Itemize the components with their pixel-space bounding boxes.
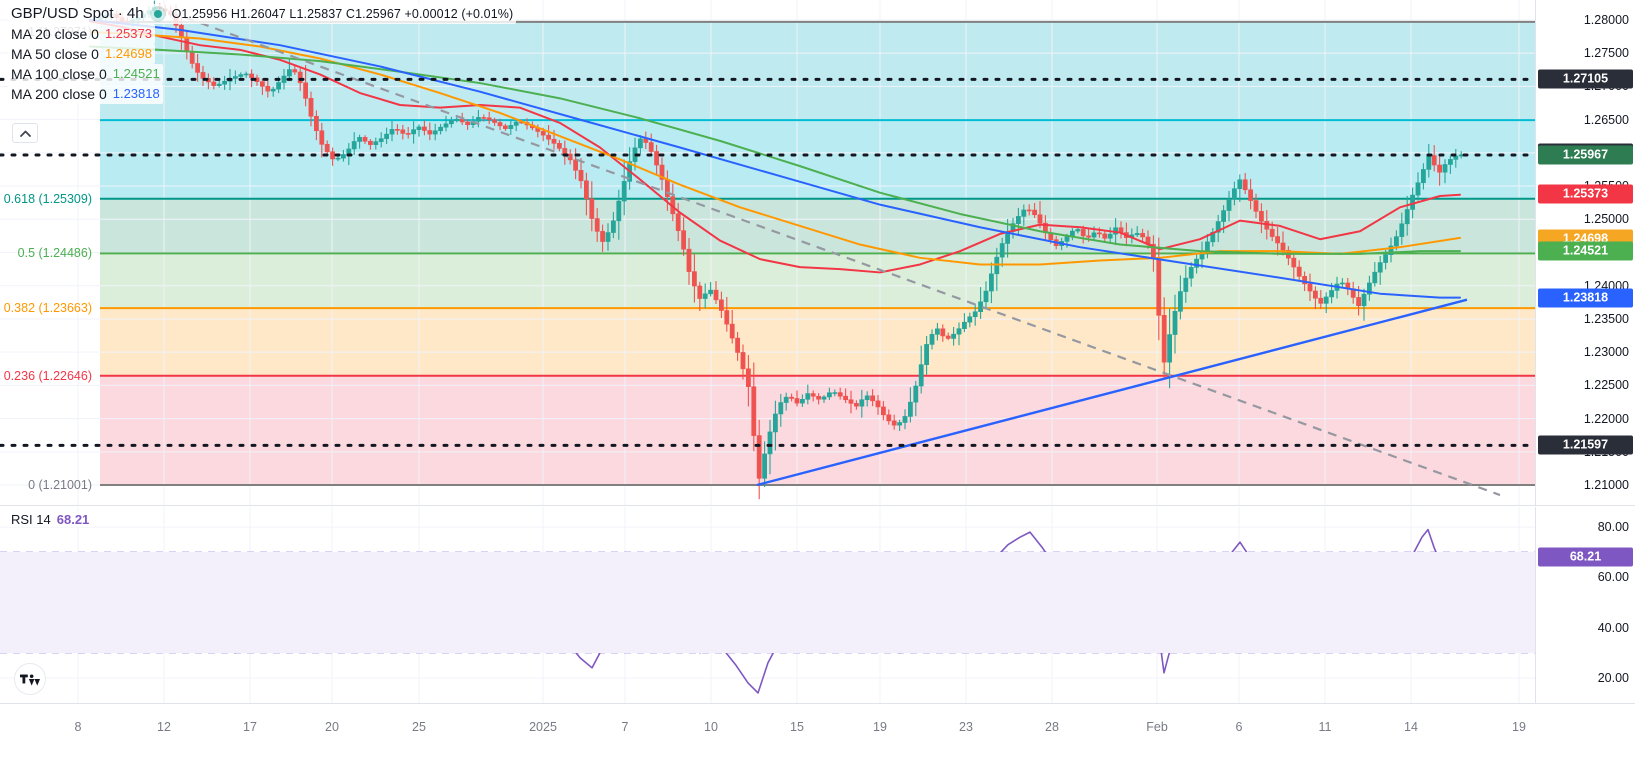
fib-label-0.5: 0.5 (1.24486) [17, 246, 92, 261]
rsi-axis-tick: 80.00 [1597, 520, 1629, 535]
ma-20-value: 1.25373 [104, 26, 152, 41]
tradingview-logo-icon [20, 674, 40, 686]
time-axis-label: 2025 [529, 720, 557, 734]
pane-divider [0, 505, 1635, 506]
rsi-pane[interactable]: RSI 14 68.21 [0, 507, 1535, 703]
collapse-legend-button[interactable] [12, 123, 38, 143]
ma-50-label: MA 50 close 0 [11, 46, 99, 62]
fib-label-0.618: 0.618 (1.25309) [3, 191, 92, 206]
tradingview-logo[interactable] [14, 663, 46, 695]
rsi-legend-value: 68.21 [56, 512, 90, 527]
series-ma-200 [89, 18, 1461, 299]
time-axis-label: 15 [790, 720, 804, 734]
ma20-tag[interactable]: 1.25373 [1538, 184, 1633, 204]
series-ma-20 [89, 20, 1461, 274]
legend-ma-20[interactable]: MA 20 close 0 1.25373 [8, 24, 155, 44]
price-chart-canvas [0, 0, 1535, 505]
rsi-axis-tick: 20.00 [1597, 670, 1629, 685]
market-open-dot-icon [149, 6, 166, 22]
ma-50-value: 1.24698 [104, 46, 152, 61]
time-axis-label: 7 [621, 720, 629, 734]
rsi-legend: RSI 14 68.21 [8, 512, 93, 527]
time-axis[interactable]: 8 12 17 20 25 2025 7 10 15 19 23 28 Feb 6 11 14 19 [0, 703, 1635, 761]
rsi-axis[interactable]: 80.00 60.00 40.00 20.00 68.21 [1535, 507, 1635, 703]
chart-legend: GBP/USD Spot · 4h O1.25956 H1.26047 L1.2… [8, 4, 517, 104]
support-level-tag[interactable]: 1.21597 [1538, 435, 1633, 455]
trendline-descending-resistance[interactable] [169, 10, 1501, 497]
legend-ma-200[interactable]: MA 200 close 0 1.23818 [8, 84, 163, 104]
time-axis-label: 6 [1235, 720, 1243, 734]
rsi-value-tag[interactable]: 68.21 [1538, 547, 1633, 567]
time-axis-label: 14 [1404, 720, 1418, 734]
fib-label-0.382: 0.382 (1.23663) [3, 301, 92, 316]
legend-ma-50[interactable]: MA 50 close 0 1.24698 [8, 44, 155, 64]
time-axis-label: 19 [1512, 720, 1526, 734]
time-axis-label: 20 [325, 720, 339, 734]
fib-zone-0.236 [100, 308, 1535, 376]
time-axis-label: 19 [873, 720, 887, 734]
price-axis-tick: 1.26500 [1583, 112, 1629, 127]
ma-200-label: MA 200 close 0 [11, 86, 107, 102]
ma-200-value: 1.23818 [112, 86, 160, 101]
price-axis-tick: 1.27500 [1583, 46, 1629, 61]
time-axis-label: 25 [412, 720, 426, 734]
trendline-ascending-support[interactable] [756, 298, 1468, 487]
price-axis-tick: 1.23000 [1583, 345, 1629, 360]
ma200-tag[interactable]: 1.23818 [1538, 288, 1633, 308]
fib-label-0: 0 (1.21001) [28, 477, 92, 492]
time-axis-label: 23 [959, 720, 973, 734]
price-axis[interactable]: 1.280001.275001.270001.265001.260001.255… [1535, 0, 1635, 505]
time-axis-label: Feb [1146, 720, 1168, 734]
rsi-overbought-oversold-band [0, 552, 1535, 653]
time-axis-label: 11 [1318, 720, 1332, 734]
ma-100-label: MA 100 close 0 [11, 66, 107, 82]
price-axis-tick: 1.23500 [1583, 311, 1629, 326]
rsi-axis-tick: 60.00 [1597, 570, 1629, 585]
time-axis-label: 12 [157, 720, 171, 734]
price-axis-tick: 1.22500 [1583, 378, 1629, 393]
price-chart-pane[interactable]: 1 (1.27971)0.618 (1.25309)0.5 (1.24486)0… [0, 0, 1535, 505]
rsi-legend-label: RSI 14 [11, 512, 51, 527]
price-axis-tick: 1.25000 [1583, 212, 1629, 227]
resistance-level-tag[interactable]: 1.27105 [1538, 69, 1633, 89]
fib-zone-0.618 [100, 21, 1535, 199]
legend-title-row[interactable]: GBP/USD Spot · 4h O1.25956 H1.26047 L1.2… [8, 4, 517, 24]
fib-zone-0 [100, 375, 1535, 485]
ma-100-value: 1.24521 [112, 66, 160, 81]
time-axis-label: 8 [74, 720, 82, 734]
fib-label-0.236: 0.236 (1.22646) [3, 368, 92, 383]
legend-ma-100[interactable]: MA 100 close 0 1.24521 [8, 64, 163, 84]
time-axis-label: 10 [704, 720, 718, 734]
last-price-tag[interactable]: 1.25967 [1538, 145, 1633, 165]
ma-20-label: MA 20 close 0 [11, 26, 99, 42]
symbol-title: GBP/USD Spot · 4h [11, 5, 144, 22]
time-axis-label: 17 [243, 720, 257, 734]
price-axis-tick: 1.22000 [1583, 411, 1629, 426]
ohlc-values: O1.25956 H1.26047 L1.25837 C1.25967 +0.0… [171, 7, 514, 21]
fib-zone-0.5 [100, 198, 1535, 254]
ma100-tag[interactable]: 1.24521 [1538, 241, 1633, 261]
price-axis-tick: 1.21000 [1583, 478, 1629, 493]
price-axis-tick: 1.28000 [1583, 12, 1629, 27]
rsi-axis-tick: 40.00 [1597, 620, 1629, 635]
series-ma-100 [89, 45, 1461, 255]
time-axis-label: 28 [1045, 720, 1059, 734]
chevron-up-icon [19, 130, 31, 137]
